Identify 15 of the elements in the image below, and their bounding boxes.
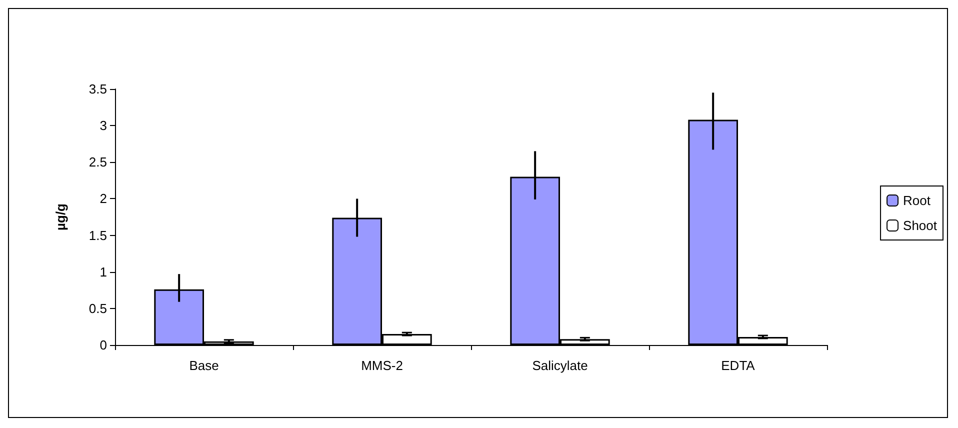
legend-label: Shoot xyxy=(903,218,938,233)
y-tick-label: 2.5 xyxy=(88,154,107,170)
x-tick-label: EDTA xyxy=(721,358,756,373)
y-tick-label: 0.5 xyxy=(88,300,107,316)
x-tick-label: MMS-2 xyxy=(361,358,403,373)
x-tick-label: Salicylate xyxy=(532,358,588,373)
y-tick-label: 2 xyxy=(100,191,107,206)
y-tick-label: 3.5 xyxy=(88,82,107,96)
x-tick-label: Base xyxy=(189,358,219,373)
y-tick-label: 1.5 xyxy=(88,228,107,243)
y-tick-label: 0 xyxy=(100,338,107,352)
y-axis-title: µg/g xyxy=(53,203,68,230)
y-tick-label: 1 xyxy=(100,264,107,280)
legend-label: Root xyxy=(903,193,931,208)
y-tick-label: 3 xyxy=(100,118,107,134)
